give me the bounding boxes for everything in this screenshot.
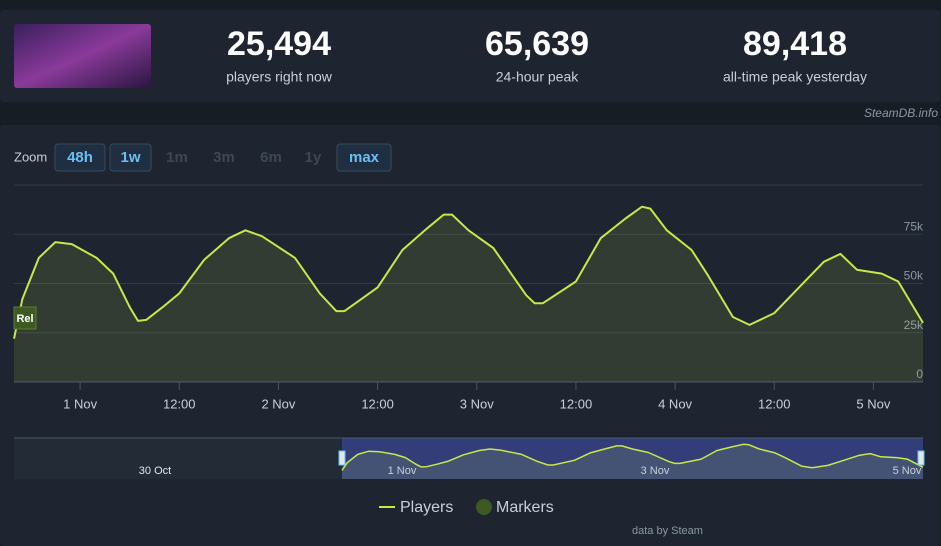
stat-value: 25,494 <box>227 25 331 63</box>
stat-value: 89,418 <box>743 25 847 63</box>
legend-swatch <box>476 499 492 515</box>
x-tick-label: 4 Nov <box>658 396 692 411</box>
stat-label: all-time peak yesterday <box>723 69 867 85</box>
y-tick-label: 50k <box>904 269 924 283</box>
zoom-button[interactable] <box>109 143 152 172</box>
navigator-line <box>341 443 924 471</box>
zoom-option: 6m <box>260 149 282 166</box>
header-panel <box>0 10 940 102</box>
marker-flag <box>13 306 37 330</box>
x-tick-label: 12:00 <box>163 396 196 411</box>
navigator-label: 3 Nov <box>641 465 670 477</box>
series-line-area <box>14 206 923 382</box>
zoom-option: 3m <box>213 149 235 166</box>
zoom-option[interactable]: max <box>349 149 380 166</box>
stat-label: players right now <box>226 69 333 85</box>
y-tick-label: 25k <box>904 318 924 332</box>
zoom-option: 1y <box>305 149 322 166</box>
credit: data by Steam <box>632 525 703 537</box>
y-tick-label: 0 <box>916 367 923 381</box>
stat-label: 24-hour peak <box>496 69 580 85</box>
x-tick-label: 3 Nov <box>460 396 494 411</box>
source[interactable]: SteamDB.info <box>864 106 938 120</box>
legend-label[interactable]: Markers <box>496 499 554 516</box>
stat-value: 65,639 <box>485 25 589 63</box>
zoom-option[interactable]: 48h <box>67 149 93 166</box>
zoom-button[interactable] <box>336 143 392 172</box>
zoom-option[interactable]: 1w <box>120 149 140 166</box>
x-tick-label: 1 Nov <box>63 396 97 411</box>
marker-label: Rel <box>16 313 33 325</box>
navigator-handle[interactable] <box>917 450 925 466</box>
zoom-label: Zoom <box>14 149 47 164</box>
x-tick-label: 12:00 <box>560 396 593 411</box>
x-tick-label: 2 Nov <box>261 396 295 411</box>
x-tick-label: 12:00 <box>758 396 791 411</box>
x-tick-label: 12:00 <box>361 396 394 411</box>
game-thumbnail[interactable] <box>14 24 151 88</box>
legend-label[interactable]: Players <box>400 499 453 516</box>
zoom-button[interactable] <box>54 143 106 172</box>
series-line <box>13 205 924 339</box>
navigator-line-area <box>342 444 923 479</box>
navigator-label: 1 Nov <box>388 465 417 477</box>
y-tick-label: 75k <box>904 219 924 233</box>
x-tick-label: 5 Nov <box>856 396 890 411</box>
zoom-option: 1m <box>166 149 188 166</box>
navigator-handle[interactable] <box>338 450 346 466</box>
navigator-selection[interactable] <box>342 438 923 479</box>
navigator-label: 5 Nov <box>893 465 922 477</box>
navigator-label: 30 Oct <box>139 465 171 477</box>
